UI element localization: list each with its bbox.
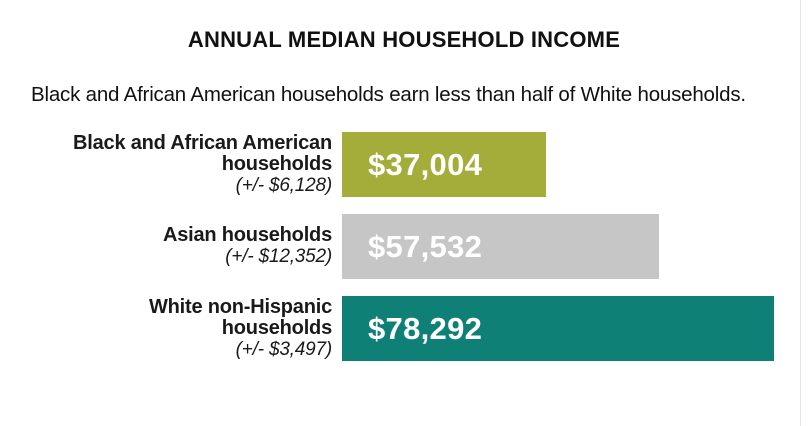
margin-of-error-label: (+/- $12,352) xyxy=(225,246,332,267)
bar: $37,004 xyxy=(342,132,546,197)
chart-title: ANNUAL MEDIAN HOUSEHOLD INCOME xyxy=(187,27,621,52)
bar-row-asian: Asian households (+/- $12,352) $57,532 xyxy=(0,214,808,279)
bar-row-black-african-american: Black and African American households (+… xyxy=(0,132,808,197)
category-label-line: Asian households xyxy=(162,224,332,246)
margin-of-error-label: (+/- $6,128) xyxy=(235,174,333,196)
chart-subtitle: Black and African American households ea… xyxy=(31,83,746,106)
margin-of-error-label: (+/- $3,497) xyxy=(235,338,333,360)
bar-chart: Black and African American households (+… xyxy=(0,132,808,361)
bar: $78,292 xyxy=(342,296,774,361)
bar-value-label: $78,292 xyxy=(368,310,483,346)
category-label-line: households xyxy=(221,316,332,339)
category-label-line: Black and African American xyxy=(73,131,332,154)
category-label-line: households xyxy=(221,152,332,175)
category-label: Black and African American households (+… xyxy=(0,131,333,197)
page-right-border xyxy=(800,0,801,426)
category-label: White non-Hispanic households (+/- $3,49… xyxy=(0,295,333,361)
bar-row-white-non-hispanic: White non-Hispanic households (+/- $3,49… xyxy=(0,296,808,361)
category-label: Asian households (+/- $12,352) xyxy=(0,225,332,268)
category-label-line: White non-Hispanic xyxy=(148,295,332,318)
bar: $57,532 xyxy=(342,214,659,279)
bar-value-label: $57,532 xyxy=(368,228,483,264)
bar-value-label: $37,004 xyxy=(368,146,483,182)
